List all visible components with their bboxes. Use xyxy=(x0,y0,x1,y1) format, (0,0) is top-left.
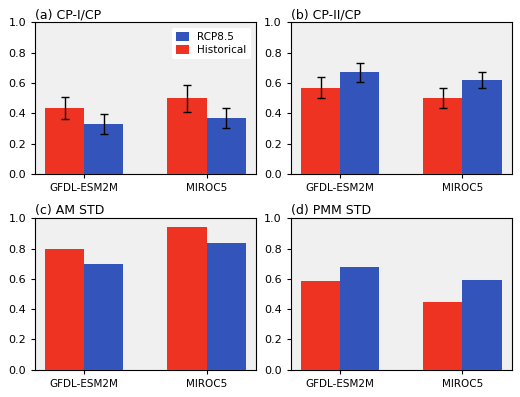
Bar xyxy=(206,118,246,174)
Bar xyxy=(301,88,340,174)
Bar xyxy=(423,301,462,370)
Bar xyxy=(462,80,502,174)
Bar xyxy=(45,249,84,370)
Bar xyxy=(340,73,379,174)
Text: (c) AM STD: (c) AM STD xyxy=(35,204,105,217)
Bar xyxy=(84,124,123,174)
Bar xyxy=(206,243,246,370)
Legend: RCP8.5, Historical: RCP8.5, Historical xyxy=(172,28,251,59)
Bar xyxy=(45,108,84,174)
Bar xyxy=(167,227,206,370)
Bar xyxy=(423,98,462,174)
Text: (d) PMM STD: (d) PMM STD xyxy=(291,204,371,217)
Text: (b) CP-II/CP: (b) CP-II/CP xyxy=(291,8,361,21)
Bar xyxy=(167,98,206,174)
Bar xyxy=(462,280,502,370)
Text: (a) CP-I/CP: (a) CP-I/CP xyxy=(35,8,101,21)
Bar xyxy=(301,281,340,370)
Bar xyxy=(340,268,379,370)
Bar xyxy=(84,264,123,370)
